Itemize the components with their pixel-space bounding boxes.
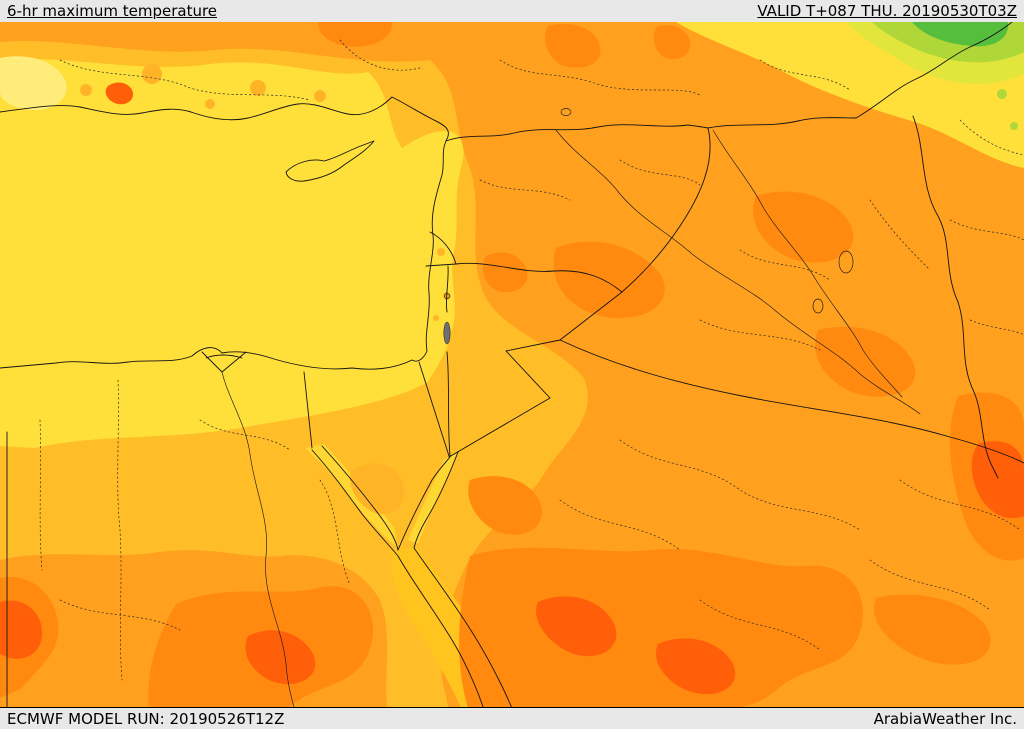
lake-habbaniyah: [812, 298, 824, 314]
lebanon-border: [425, 231, 457, 267]
cyprus-island: [285, 140, 375, 182]
iraq-saudi-border: [559, 339, 1024, 464]
turkey-syria-border: [445, 117, 857, 142]
jordan-iraq-border: [559, 291, 623, 341]
sinai-west-shore: [321, 445, 399, 551]
tigris-river: [712, 129, 903, 398]
jordan-river-line: [446, 265, 451, 457]
admin-boundaries: [39, 39, 1024, 681]
model-run-label: ECMWF MODEL RUN: 20190526T12Z: [7, 709, 285, 728]
sinai-east-shore: [397, 456, 451, 551]
syria-iraq-border: [621, 127, 711, 293]
rivers: [221, 108, 921, 729]
aqaba-east-and-saudi-coast: [413, 451, 521, 729]
turkey-lake: [560, 108, 572, 116]
brand-label: ArabiaWeather Inc.: [873, 709, 1017, 728]
israel-egypt-border: [418, 361, 450, 457]
lake-tharthar: [838, 250, 854, 274]
iran-iraq-border: [912, 115, 999, 479]
euphrates-river: [555, 129, 921, 415]
nile-river: [221, 371, 301, 729]
map-title: 6-hr maximum temperature: [7, 2, 218, 20]
footer-bar: ECMWF MODEL RUN: 20190526T12Z ArabiaWeat…: [0, 707, 1024, 729]
valid-time-label: VALID T+087 THU. 20190530T03Z: [757, 2, 1017, 20]
nile-delta: [201, 351, 247, 373]
header-bar: 6-hr maximum temperature VALID T+087 THU…: [0, 0, 1024, 22]
mediterranean-coastline: [0, 96, 449, 370]
sea-of-galilee: [444, 293, 450, 299]
jordan-saudi-border: [448, 339, 561, 458]
turkey-iran-border: [855, 21, 1013, 119]
coastlines: [0, 96, 521, 729]
gulf-of-suez-west-shore: [311, 449, 491, 729]
suez-canal: [303, 371, 313, 449]
syria-jordan-border: [455, 262, 623, 293]
dead-sea: [443, 321, 451, 345]
country-borders: [6, 21, 1024, 708]
